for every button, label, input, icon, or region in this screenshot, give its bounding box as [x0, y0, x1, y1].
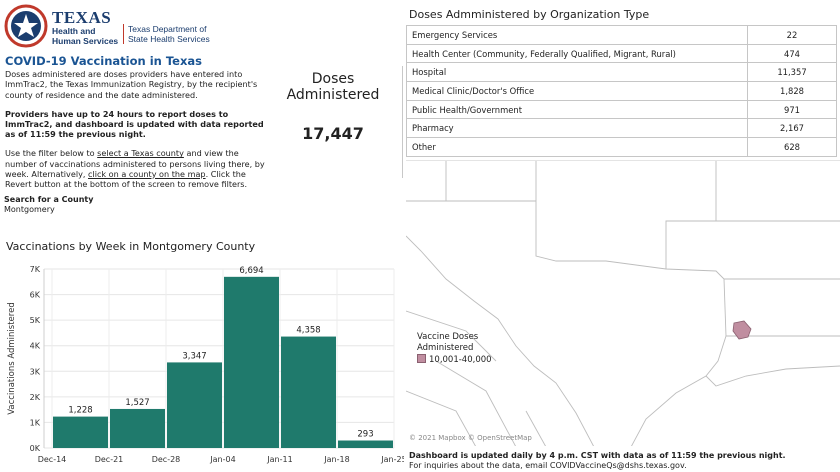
y-axis-label: Vaccinations Administered	[7, 302, 17, 414]
chart-title: Vaccinations by Week in Montgomery Count…	[6, 240, 256, 253]
doses-cell: 11,357	[747, 62, 837, 83]
intro-text: and view the number of vaccinations admi…	[5, 148, 265, 179]
department-name: Texas Department of State Health Service…	[128, 24, 210, 44]
intro-paragraph-1: Doses administered are doses providers h…	[5, 69, 258, 100]
x-tick-label: Jan-11	[266, 455, 292, 464]
org-type-cell: Hospital	[406, 62, 748, 83]
bar	[281, 336, 336, 448]
bar-value-label: 293	[357, 430, 373, 440]
legend-title: Vaccine Doses Administered	[417, 332, 479, 353]
legend-swatch	[417, 354, 426, 363]
x-tick-label: Dec-28	[152, 455, 181, 464]
map-attribution[interactable]: © 2021 Mapbox © OpenStreetMap	[409, 434, 532, 442]
y-tick-label: 3K	[30, 367, 41, 376]
county-search-label: Search for a County	[4, 195, 94, 204]
x-tick-label: Jan-04	[209, 455, 235, 464]
y-tick-label: 7K	[30, 265, 41, 274]
bar	[53, 416, 108, 448]
footer-update-note: Dashboard is updated daily by 4 p.m. CST…	[409, 451, 786, 460]
org-type-cell: Pharmacy	[406, 118, 748, 139]
org-type-cell: Emergency Services	[406, 25, 748, 45]
table-row[interactable]: Health Center (Community, Federally Qual…	[406, 43, 837, 64]
texas-hhs-logo	[4, 4, 48, 48]
intro-paragraph-2: Providers have up to 24 hours to report …	[5, 108, 264, 140]
bar	[224, 276, 279, 448]
x-tick-label: Dec-14	[38, 455, 67, 464]
page-title: COVID-19 Vaccination in Texas	[5, 54, 202, 68]
intro-panel: COVID-19 Vaccination in Texas Doses admi…	[5, 54, 265, 198]
table-row[interactable]: Pharmacy 2,167	[406, 118, 837, 139]
org-type-cell: Health Center (Community, Federally Qual…	[406, 43, 748, 64]
footer: Dashboard is updated daily by 4 p.m. CST…	[409, 451, 786, 471]
intro-paragraph-3: Use the filter below to select a Texas c…	[5, 148, 265, 189]
bar-value-label: 1,527	[125, 398, 149, 408]
legend-item-label: 10,001-40,000	[429, 355, 492, 365]
bar-value-label: 4,358	[296, 326, 320, 336]
bar-value-label: 6,694	[239, 266, 263, 276]
logo-divider	[123, 24, 124, 44]
org-type-cell: Other	[406, 137, 748, 157]
org-type-table: Emergency Services 22 Health Center (Commu…	[406, 25, 837, 157]
y-tick-label: 2K	[30, 393, 41, 402]
bar-value-label: 3,347	[182, 351, 206, 361]
kpi-value: 17,447	[302, 124, 364, 143]
doses-cell: 1,828	[747, 81, 837, 101]
kpi-label: Doses Administered	[286, 71, 380, 103]
doses-cell: 474	[747, 43, 837, 64]
y-tick-label: 4K	[30, 342, 41, 351]
footer-contact: For inquiries about the data, email COVI…	[409, 461, 687, 470]
map-legend: Vaccine Doses Administered 10,001-40,000	[417, 332, 497, 366]
bar	[338, 440, 393, 448]
doses-cell: 2,167	[747, 118, 837, 139]
doses-cell: 22	[747, 25, 837, 45]
x-tick-label: Jan-18	[323, 455, 349, 464]
intro-text: . Click the Revert button at the bottom …	[5, 168, 248, 190]
agency-sub: Health and Human Services	[52, 26, 119, 46]
intro-text: Use the filter below to	[5, 148, 98, 159]
doses-cell: 971	[747, 99, 837, 120]
org-type-cell: Public Health/Government	[406, 99, 748, 120]
x-tick-label: Jan-25	[380, 455, 404, 464]
texas-county-map[interactable]	[406, 160, 840, 446]
agency-name: TEXAS	[52, 8, 112, 27]
table-row[interactable]: Medical Clinic/Doctor's Office 1,828	[406, 81, 837, 101]
weekly-vaccinations-chart: Vaccinations Administered 0K 1K 2K 3K 4K 5K 6K 7…	[7, 265, 404, 464]
y-tick-label: 5K	[30, 316, 41, 325]
y-tick-label: 6K	[30, 291, 41, 300]
doses-cell: 628	[747, 137, 837, 157]
table-row[interactable]: Public Health/Government 971	[406, 99, 837, 120]
bar-value-label: 1,228	[68, 406, 92, 416]
bar	[110, 408, 165, 448]
y-tick-label: 0K	[30, 444, 41, 453]
y-tick-label: 1K	[30, 418, 41, 427]
click-county-map-link[interactable]: click on a county on the map	[88, 168, 206, 179]
x-tick-label: Dec-21	[95, 455, 124, 464]
table-title: Doses Admministered by Organization Type	[409, 8, 650, 21]
table-row[interactable]: Hospital 11,357	[406, 62, 837, 83]
select-county-link[interactable]: select a Texas county	[97, 148, 184, 159]
table-row[interactable]: Emergency Services 22	[406, 25, 837, 45]
kpi-divider	[402, 66, 403, 178]
legend-item: 10,001-40,000	[417, 354, 497, 366]
bar	[167, 362, 222, 448]
county-search-value[interactable]: Montgomery	[4, 205, 55, 214]
org-type-cell: Medical Clinic/Doctor's Office	[406, 81, 748, 101]
table-row[interactable]: Other 628	[406, 137, 837, 157]
